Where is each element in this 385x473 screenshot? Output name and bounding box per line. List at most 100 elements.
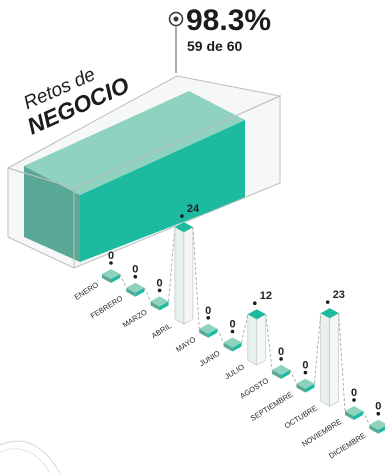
fill-side xyxy=(24,166,80,262)
month-label: MAYO xyxy=(174,335,197,354)
bar-left-face xyxy=(199,328,209,338)
bar-junio: 0 JUNIO xyxy=(198,319,242,368)
bar-top-face xyxy=(247,309,266,320)
month-label: ABRIL xyxy=(150,321,173,340)
month-label: JULIO xyxy=(223,362,246,381)
bar-top-face xyxy=(369,419,385,430)
bar-right-face xyxy=(183,226,194,325)
bar-left-face xyxy=(223,342,233,352)
value-dot xyxy=(352,398,356,402)
value-label: 24 xyxy=(187,203,200,215)
bar-top-face xyxy=(174,222,193,233)
bar-right-face xyxy=(281,369,291,379)
count-label: 59 de 60 xyxy=(187,38,242,54)
fill-front xyxy=(80,120,245,262)
progress-box xyxy=(6,75,282,269)
month-label: OCTUBRE xyxy=(283,403,319,430)
bar-right-face xyxy=(208,328,218,338)
value-label: 0 xyxy=(302,360,308,372)
value-dot xyxy=(325,300,330,304)
bar-left-face xyxy=(345,411,354,420)
connector-line xyxy=(362,410,370,425)
month-label: JUNIO xyxy=(198,348,222,368)
bar-left-face xyxy=(126,287,136,297)
month-label: SEPTIEMBRE xyxy=(249,390,295,423)
connector-line xyxy=(192,227,200,329)
value-dot xyxy=(206,316,210,320)
bar-top-face xyxy=(320,308,339,319)
bar-right-face xyxy=(135,287,145,297)
bar-left-face xyxy=(296,383,306,393)
value-label: 0 xyxy=(157,277,163,289)
month-label: MARZO xyxy=(121,307,149,329)
value-label: 12 xyxy=(260,290,272,302)
month-label: ENERO xyxy=(73,280,101,302)
bar-top-face xyxy=(199,323,218,334)
bar-right-face xyxy=(111,274,120,283)
percent-value: 98.3% xyxy=(186,4,271,37)
bar-top-face xyxy=(102,269,120,279)
target-icon-dot xyxy=(173,16,179,22)
bar-top-face xyxy=(223,337,242,348)
bar-octubre: 23 OCTUBRE xyxy=(283,289,345,430)
background-arc xyxy=(0,440,61,473)
bar-top-face xyxy=(150,296,169,307)
connector-line xyxy=(338,313,346,412)
connector-line xyxy=(314,313,322,384)
month-label: DICIEMBRE xyxy=(327,431,367,461)
box-left-face xyxy=(7,167,75,269)
bar-left-face xyxy=(102,274,111,283)
value-label: 0 xyxy=(278,346,284,358)
bar-top-face xyxy=(272,364,291,375)
value-label: 0 xyxy=(132,264,138,276)
bar-abril: 24 ABRIL xyxy=(150,203,200,340)
value-dot xyxy=(109,261,113,265)
value-label: 23 xyxy=(333,289,345,301)
headline: 98.3% 59 de 60 xyxy=(168,4,271,73)
bar-left-face xyxy=(174,226,185,325)
connector-line xyxy=(289,369,297,384)
bar-right-face xyxy=(378,425,385,434)
connector-line xyxy=(241,314,249,343)
value-dot xyxy=(376,411,381,416)
bar-marzo: 0 MARZO xyxy=(121,277,169,329)
value-dot xyxy=(279,357,283,361)
value-dot xyxy=(133,274,138,279)
value-dot xyxy=(157,288,162,293)
connector-line xyxy=(168,227,176,302)
bar-left-face xyxy=(247,313,258,366)
background-arc-2 xyxy=(0,448,51,473)
bar-right-face xyxy=(256,313,267,366)
month-label: FEBRERO xyxy=(89,294,125,321)
fill-top xyxy=(24,91,245,195)
bar-left-face xyxy=(272,369,282,379)
value-dot xyxy=(253,301,257,306)
bar-top-face xyxy=(345,406,363,416)
bar-right-face xyxy=(329,312,340,407)
value-label: 0 xyxy=(375,401,381,413)
month-label: NOVIEMBRE xyxy=(300,417,343,448)
value-dot xyxy=(230,329,235,334)
connector-line xyxy=(143,287,151,302)
bar-right-face xyxy=(305,383,315,393)
bar-top-face xyxy=(126,282,145,293)
connector-line xyxy=(119,273,127,288)
bar-left-face xyxy=(150,301,160,311)
bar-left-face xyxy=(369,424,379,434)
value-label: 0 xyxy=(108,250,114,262)
bar-right-face xyxy=(354,411,363,420)
bar-left-face xyxy=(320,312,331,407)
value-label: 0 xyxy=(229,319,235,331)
bar-right-face xyxy=(232,342,242,352)
value-dot xyxy=(303,370,308,375)
value-label: 0 xyxy=(205,305,211,317)
connector-line xyxy=(265,314,273,370)
connector-line xyxy=(216,328,224,343)
value-dot xyxy=(180,214,184,218)
value-label: 0 xyxy=(351,387,357,399)
bar-right-face xyxy=(159,301,169,311)
bar-julio: 12 JULIO xyxy=(223,290,272,381)
month-label: AGOSTO xyxy=(238,376,270,401)
bar-top-face xyxy=(296,378,315,389)
